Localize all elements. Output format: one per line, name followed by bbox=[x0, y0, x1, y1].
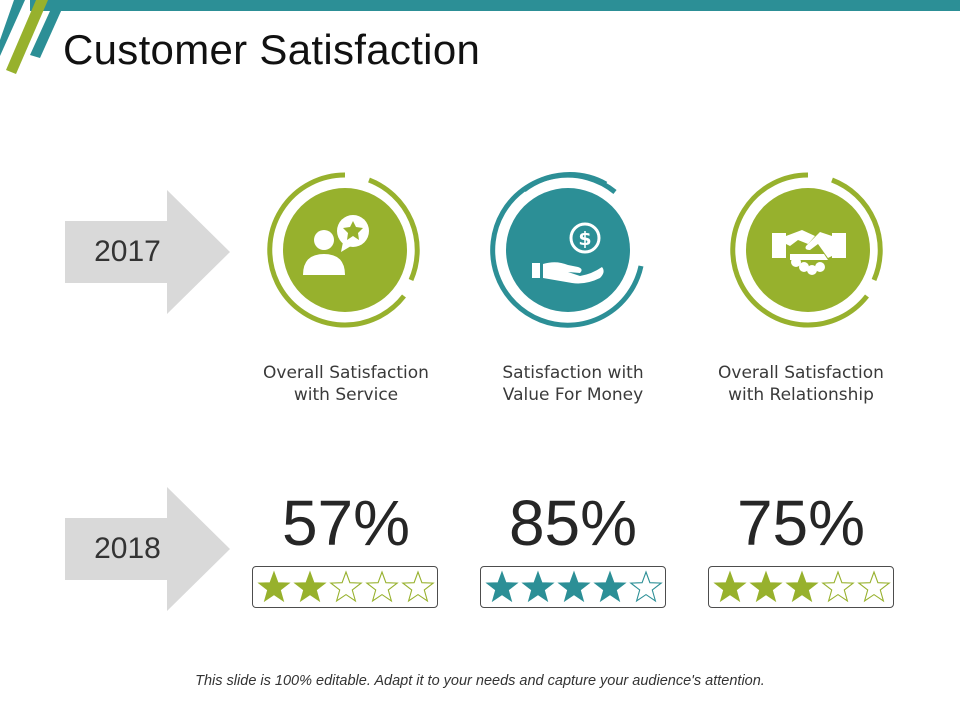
handshake-icon bbox=[730, 172, 883, 328]
star-filled-icon bbox=[593, 570, 627, 603]
star-empty-icon bbox=[365, 570, 399, 603]
star-filled-icon bbox=[785, 570, 819, 603]
user-review-star-icon bbox=[267, 172, 420, 328]
top-accent-bar bbox=[30, 0, 960, 11]
star-empty-icon bbox=[401, 570, 435, 603]
year-arrow-2017: 2017 bbox=[65, 190, 230, 315]
corner-stripes-decoration bbox=[0, 0, 66, 74]
stars-graphic bbox=[713, 570, 891, 603]
star-empty-icon bbox=[329, 570, 363, 603]
star-empty-icon bbox=[629, 570, 663, 603]
label-line: Overall Satisfaction bbox=[263, 363, 429, 383]
label-line: Overall Satisfaction bbox=[718, 363, 884, 383]
label-line: Satisfaction with bbox=[502, 363, 644, 383]
star-filled-icon bbox=[557, 570, 591, 603]
star-filled-icon bbox=[293, 570, 327, 603]
hand-dollar-coin-icon: $ bbox=[490, 172, 644, 328]
metric-label-relationship: Overall Satisfaction with Relationship bbox=[691, 362, 911, 406]
star-rating-service bbox=[252, 566, 438, 608]
star-empty-icon bbox=[821, 570, 855, 603]
arrow-shape bbox=[65, 487, 230, 611]
star-filled-icon bbox=[257, 570, 291, 603]
arrow-shape bbox=[65, 190, 230, 314]
percent-value-service: 57% bbox=[281, 487, 411, 559]
star-filled-icon bbox=[521, 570, 555, 603]
footer-note: This slide is 100% editable. Adapt it to… bbox=[195, 673, 765, 689]
star-filled-icon bbox=[485, 570, 519, 603]
year-arrow-2018: 2018 bbox=[65, 487, 230, 612]
metric-label-service: Overall Satisfaction with Service bbox=[236, 362, 456, 406]
star-rating-value-for-money bbox=[480, 566, 666, 608]
stars-graphic bbox=[485, 570, 663, 603]
percent-value-value-for-money: 85% bbox=[508, 487, 638, 559]
label-line: Value For Money bbox=[502, 385, 644, 405]
star-rating-relationship bbox=[708, 566, 894, 608]
label-line: with Relationship bbox=[728, 385, 874, 405]
percent-value-relationship: 75% bbox=[736, 487, 866, 559]
page-title: Customer Satisfaction bbox=[63, 26, 481, 73]
star-empty-icon bbox=[857, 570, 891, 603]
star-filled-icon bbox=[749, 570, 783, 603]
metric-label-value-for-money: Satisfaction with Value For Money bbox=[463, 362, 683, 406]
label-line: with Service bbox=[293, 385, 399, 405]
year-label: 2018 bbox=[94, 532, 161, 565]
star-filled-icon bbox=[713, 570, 747, 603]
svg-text:$: $ bbox=[578, 228, 591, 250]
year-label: 2017 bbox=[94, 235, 161, 268]
stars-graphic bbox=[257, 570, 435, 603]
